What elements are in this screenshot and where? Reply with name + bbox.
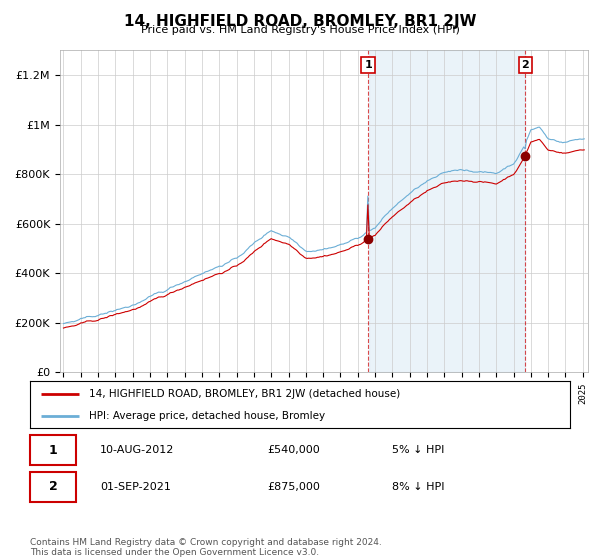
Text: 14, HIGHFIELD ROAD, BROMLEY, BR1 2JW (detached house): 14, HIGHFIELD ROAD, BROMLEY, BR1 2JW (de… (89, 389, 401, 399)
Text: 14, HIGHFIELD ROAD, BROMLEY, BR1 2JW: 14, HIGHFIELD ROAD, BROMLEY, BR1 2JW (124, 14, 476, 29)
Text: 1: 1 (364, 60, 372, 70)
Text: £875,000: £875,000 (268, 482, 320, 492)
Text: £540,000: £540,000 (268, 445, 320, 455)
Text: Contains HM Land Registry data © Crown copyright and database right 2024.
This d: Contains HM Land Registry data © Crown c… (30, 538, 382, 557)
FancyBboxPatch shape (30, 435, 76, 465)
Text: 1: 1 (49, 444, 58, 457)
Text: 2: 2 (521, 60, 529, 70)
Text: 5% ↓ HPI: 5% ↓ HPI (392, 445, 444, 455)
Text: 01-SEP-2021: 01-SEP-2021 (100, 482, 171, 492)
Text: 8% ↓ HPI: 8% ↓ HPI (392, 482, 444, 492)
Text: 2: 2 (49, 480, 58, 493)
Text: Price paid vs. HM Land Registry's House Price Index (HPI): Price paid vs. HM Land Registry's House … (140, 25, 460, 35)
FancyBboxPatch shape (30, 472, 76, 502)
Text: 10-AUG-2012: 10-AUG-2012 (100, 445, 175, 455)
Text: HPI: Average price, detached house, Bromley: HPI: Average price, detached house, Brom… (89, 410, 326, 421)
